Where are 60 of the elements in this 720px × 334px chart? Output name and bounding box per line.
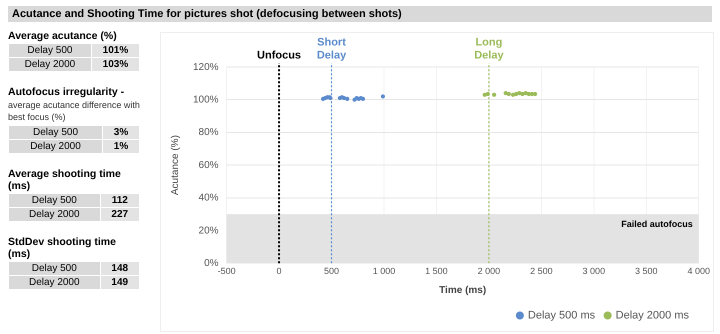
x-tick-label: 3 000 — [582, 266, 606, 276]
point — [506, 92, 511, 96]
text: Average shooting time (ms) — [8, 168, 122, 192]
text: StdDev shooting time (ms) — [8, 236, 117, 260]
y-tick-label: 20% — [198, 225, 219, 236]
text: Average acutance (%) — [8, 30, 118, 42]
text: 103% — [91, 58, 140, 72]
y-tick-label: 120% — [193, 62, 219, 73]
text: Autofocus irregularity - — [8, 86, 126, 98]
text: Delay 500 — [8, 126, 102, 140]
text: 112 — [100, 194, 140, 208]
point — [514, 92, 518, 96]
point — [380, 94, 386, 99]
point — [504, 91, 508, 96]
x-tick-label: 4 000 — [687, 266, 710, 276]
y-tick-label: 80% — [198, 127, 219, 138]
text: Delay 2000 — [8, 140, 102, 154]
y-tick-label: 40% — [198, 192, 219, 204]
text: 101% — [91, 44, 140, 58]
x-tick-label: 3 500 — [635, 266, 658, 276]
x-tick-label: 2 500 — [530, 266, 553, 276]
text: Delay 500 — [8, 262, 100, 276]
point — [482, 92, 487, 97]
x-tick-label: 1 500 — [425, 266, 448, 276]
ref-line-label: Short Delay — [316, 36, 348, 62]
text: Delay 500 — [8, 194, 100, 208]
point — [517, 91, 522, 96]
text: 148 — [100, 262, 140, 276]
legend-label: Delay 500 ms — [528, 310, 596, 322]
x-axis-title: Time (ms) — [439, 284, 486, 296]
x-tick-label: 1 000 — [372, 266, 396, 276]
y-tick-label: 100% — [193, 94, 219, 106]
legend-label: Delay 2000 ms — [616, 310, 690, 322]
ref-line-label: Unfocus — [257, 50, 302, 62]
x-tick-label: 500 — [324, 266, 340, 276]
point — [524, 91, 528, 96]
text: Delay 2000 — [8, 208, 100, 222]
text: 1% — [102, 140, 140, 154]
text: Delay 500 — [8, 44, 92, 58]
band-label: Failed autofocus — [621, 219, 693, 230]
text: Delay 2000 — [8, 58, 92, 72]
y-tick-label: 60% — [198, 160, 219, 171]
text: Delay 2000 — [8, 276, 100, 290]
x-tick-label: -500 — [218, 266, 236, 276]
point — [526, 92, 531, 96]
y-tick-label: 0% — [204, 258, 219, 269]
x-tick-label: 0 — [276, 266, 282, 276]
text: 149 — [100, 276, 140, 290]
text: 227 — [100, 208, 140, 222]
ref-line-label: Long Delay — [474, 36, 504, 62]
x-tick-label: 2 000 — [478, 266, 500, 276]
point — [360, 96, 366, 101]
text: average acutance difference with best focus (%) — [8, 99, 140, 123]
y-axis-title: Acutance (%) — [170, 135, 181, 196]
chart-title: Acutance and Shooting Time for pictures shot (defocusing between shots) — [8, 6, 712, 22]
point — [486, 92, 490, 96]
point — [345, 96, 350, 101]
point — [492, 92, 496, 97]
text: 3% — [102, 126, 140, 140]
point — [510, 92, 516, 97]
